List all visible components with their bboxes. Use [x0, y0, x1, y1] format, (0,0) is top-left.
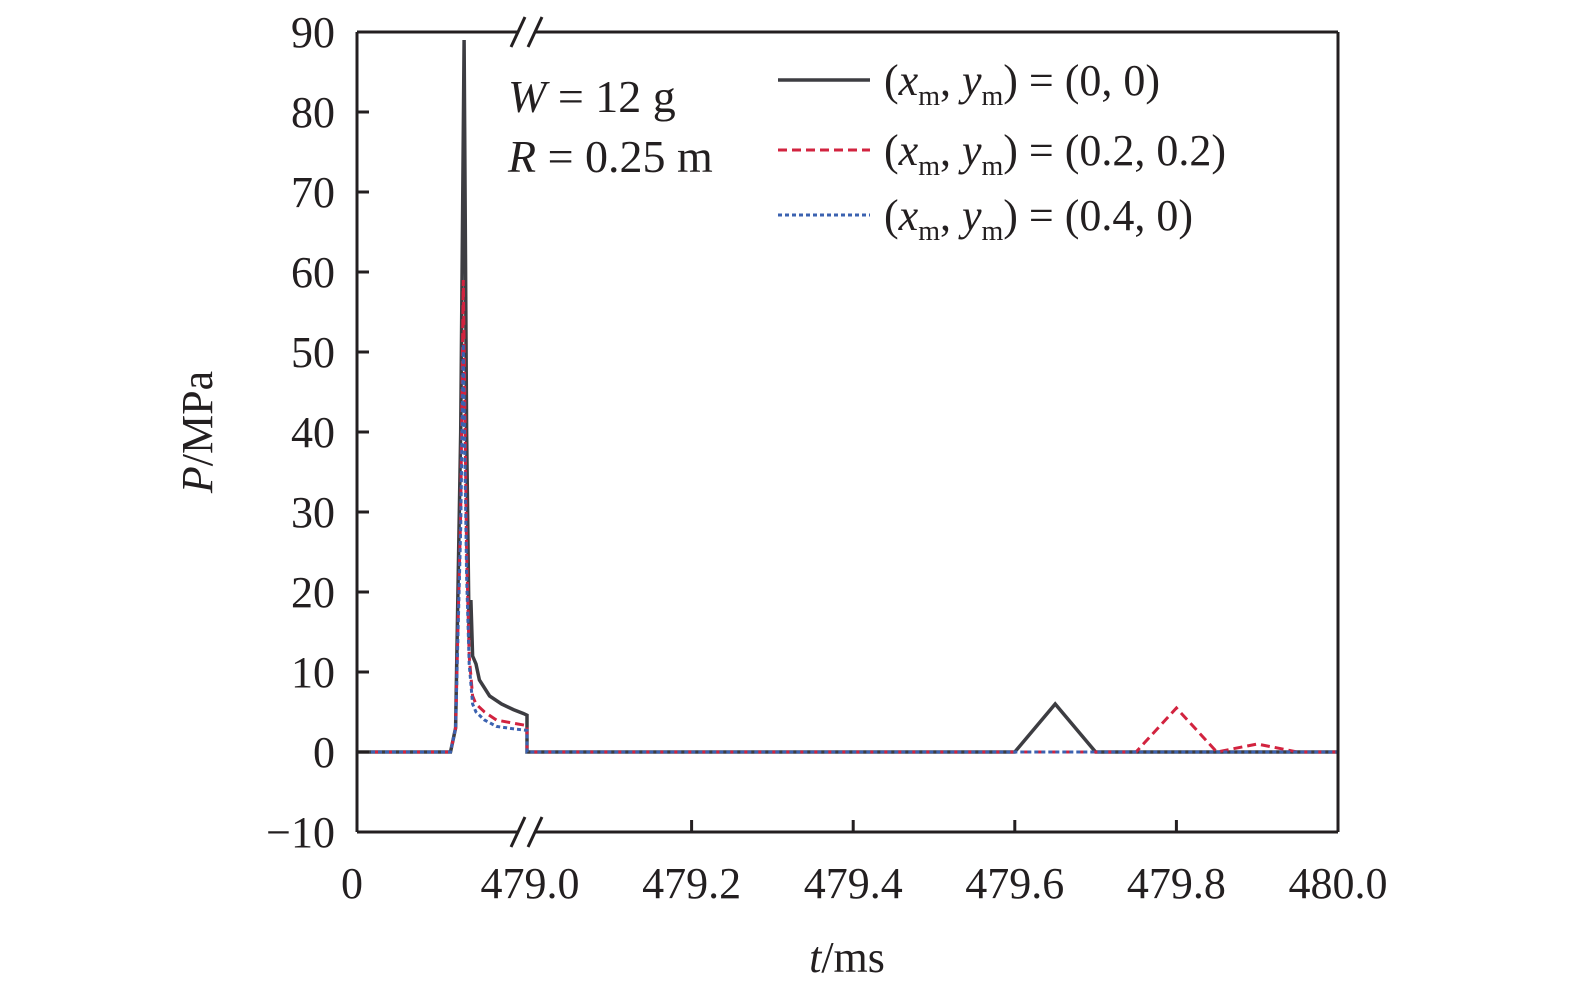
x-axis-ticks: 0 479.0 479.2 479.4 479.6 479.8 480.0 — [341, 820, 1388, 908]
y-tick-label: 20 — [291, 568, 335, 617]
axis-break-mark — [509, 16, 527, 48]
y-tick-label: 10 — [291, 648, 335, 697]
axis-break-mark — [509, 816, 527, 848]
y-axis-title: P/MPa — [173, 371, 222, 494]
x-tick-label: 0 — [341, 859, 363, 908]
y-tick-label: 90 — [291, 8, 335, 57]
x-axis-title: t/ms — [809, 933, 885, 982]
legend-label-2: (xm, ym) = (0.2, 0.2) — [884, 126, 1226, 182]
y-tick-label: 30 — [291, 488, 335, 537]
annotation-w: W = 12 g — [508, 71, 676, 122]
x-tick-label: 479.6 — [965, 859, 1064, 908]
y-tick-label: 0 — [313, 728, 335, 777]
annotation-r: R = 0.25 m — [507, 131, 713, 182]
x-tick-label: 480.0 — [1289, 859, 1388, 908]
legend-label-1: (xm, ym) = (0, 0) — [884, 56, 1160, 112]
axis-break-mark — [526, 16, 544, 48]
y-tick-label: 60 — [291, 248, 335, 297]
legend-label-3: (xm, ym) = (0.4, 0) — [884, 191, 1193, 247]
x-tick-label: 479.4 — [804, 859, 903, 908]
legend: (xm, ym) = (0, 0) (xm, ym) = (0.2, 0.2) (x… — [778, 56, 1226, 247]
y-tick-label: 50 — [291, 328, 335, 377]
x-tick-label: 479.2 — [642, 859, 741, 908]
plot-lines — [357, 39, 1338, 754]
x-tick-label: 479.0 — [481, 859, 580, 908]
y-axis-ticks: −10 0 10 20 30 40 50 60 70 80 90 — [266, 8, 369, 857]
y-tick-label: 70 — [291, 168, 335, 217]
y-tick-label: 80 — [291, 88, 335, 137]
series-line-3 — [357, 343, 1338, 754]
y-tick-label: 40 — [291, 408, 335, 457]
series-line-2 — [357, 279, 1338, 754]
y-tick-label: −10 — [266, 808, 335, 857]
axis-break-mark — [526, 816, 544, 848]
x-tick-label: 479.8 — [1127, 859, 1226, 908]
